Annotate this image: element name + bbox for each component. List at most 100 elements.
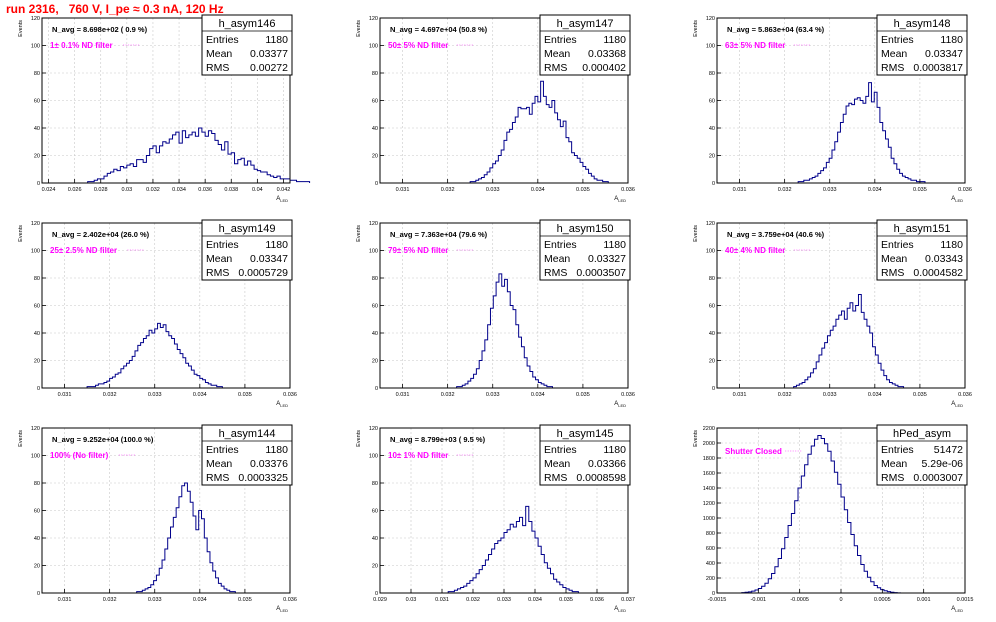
x-tick-label: 0.033 — [148, 392, 162, 398]
stats-label-mean: Mean — [881, 48, 907, 60]
x-axis-title-subscript: LED — [618, 198, 626, 203]
histogram-series-line — [456, 273, 553, 388]
stats-value-entries: 1180 — [940, 34, 963, 46]
x-tick-label: 0.035 — [238, 392, 252, 398]
x-tick-label: 0.034 — [193, 597, 207, 603]
y-tick-label: 40 — [709, 331, 715, 337]
stats-label-entries: Entries — [544, 444, 577, 456]
x-tick-label: 0.031 — [396, 187, 410, 193]
x-tick-label: 0.026 — [68, 187, 82, 193]
navg-label: N_avg = 9.252e+04 (100.0 %) — [52, 435, 154, 444]
stats-label-entries: Entries — [206, 34, 239, 46]
y-tick-label: 120 — [706, 221, 715, 227]
y-tick-label: 40 — [372, 331, 378, 337]
y-tick-label: 1200 — [703, 501, 715, 507]
stats-box — [876, 424, 968, 486]
y-axis-title: Events — [356, 20, 362, 37]
y-tick-label: 80 — [34, 276, 40, 282]
stats-label-entries: Entries — [544, 34, 577, 46]
y-tick-label: 400 — [706, 561, 715, 567]
y-tick-label: 40 — [34, 536, 40, 542]
stats-value-entries: 1180 — [940, 239, 963, 251]
x-tick-label: 0.0005 — [874, 597, 891, 603]
y-tick-label: 0 — [37, 181, 40, 187]
x-tick-label: 0.036 — [283, 597, 297, 603]
x-axis-title: ALED — [614, 401, 626, 408]
y-tick-label: 80 — [34, 71, 40, 77]
y-tick-label: 20 — [709, 154, 715, 160]
x-tick-label: 0.032 — [103, 597, 117, 603]
y-tick-label: 0 — [375, 386, 378, 392]
x-tick-label: 0.028 — [94, 187, 108, 193]
y-tick-label: 120 — [31, 221, 40, 227]
stats-label-mean: Mean — [206, 253, 232, 265]
stats-value-mean: 5.29e-06 — [922, 458, 964, 470]
filter-label: 50± 5% ND filter — [388, 41, 448, 50]
filter-label: 1± 0.1% ND filter — [50, 41, 113, 50]
y-tick-label: 80 — [372, 71, 378, 77]
y-axis-title: Events — [693, 20, 699, 37]
stats-label-rms: RMS — [544, 267, 567, 279]
x-axis-title: ALED — [614, 196, 626, 203]
y-tick-label: 1400 — [703, 486, 715, 492]
x-tick-label: 0.03 — [406, 597, 417, 603]
stats-label-entries: Entries — [544, 239, 577, 251]
stats-value-entries: 1180 — [265, 444, 288, 456]
y-tick-label: 80 — [709, 71, 715, 77]
y-axis-title: Events — [356, 225, 362, 242]
x-tick-label: 0.035 — [559, 597, 573, 603]
histogram-panel-h_asym145: 0.029 0.03 0.031 0.032 0.033 0.034 0.035 0.036 0… — [356, 424, 635, 613]
x-tick-label: 0.042 — [277, 187, 291, 193]
y-tick-label: 120 — [706, 16, 715, 22]
stats-value-mean: 0.03377 — [250, 48, 288, 60]
y-tick-label: 100 — [706, 44, 715, 50]
y-tick-label: 100 — [369, 454, 378, 460]
y-tick-label: 0 — [37, 591, 40, 597]
stats-label-entries: Entries — [206, 444, 239, 456]
x-tick-label: 0.034 — [172, 187, 186, 193]
x-tick-label: 0.036 — [283, 392, 297, 398]
x-axis-title-subscript: LED — [280, 608, 288, 613]
x-axis-title: ALED — [276, 196, 288, 203]
stats-label-mean: Mean — [881, 253, 907, 265]
y-tick-label: 60 — [372, 99, 378, 105]
stats-box — [201, 219, 293, 281]
histogram-series-line — [793, 294, 905, 388]
navg-label: N_avg = 5.863e+04 (63.4 %) — [727, 25, 825, 34]
stats-label-entries: Entries — [881, 444, 914, 456]
histogram-panel-h_asym150: 0.031 0.032 0.033 0.034 0.035 0.036 0 20 40 60 80 1… — [356, 219, 635, 408]
x-tick-label: -0.0015 — [708, 597, 727, 603]
x-tick-label: 0.034 — [531, 187, 545, 193]
stats-box — [539, 14, 631, 76]
y-tick-label: 40 — [372, 536, 378, 542]
x-tick-label: 0.032 — [778, 392, 792, 398]
x-tick-label: -0.001 — [751, 597, 767, 603]
stats-box — [539, 424, 631, 486]
x-tick-label: 0.033 — [823, 392, 837, 398]
y-tick-label: 60 — [34, 304, 40, 310]
x-axis-title: ALED — [951, 401, 963, 408]
x-tick-label: 0.038 — [224, 187, 238, 193]
x-tick-label: 0.0015 — [957, 597, 974, 603]
stats-label-mean: Mean — [544, 458, 570, 470]
x-tick-label: 0.033 — [823, 187, 837, 193]
x-tick-label: 0.031 — [396, 392, 410, 398]
x-tick-label: 0.032 — [441, 187, 455, 193]
x-tick-label: 0.001 — [917, 597, 931, 603]
y-tick-label: 40 — [34, 331, 40, 337]
x-axis-title-subscript: LED — [618, 608, 626, 613]
histogram-series-line — [87, 127, 311, 183]
stats-box — [201, 14, 293, 76]
y-tick-label: 0 — [712, 591, 715, 597]
y-axis-title: Events — [693, 225, 699, 242]
y-tick-label: 120 — [31, 16, 40, 22]
stats-value-rms: 0.00272 — [250, 62, 288, 74]
x-axis-title: ALED — [614, 606, 626, 613]
stats-box — [876, 219, 968, 281]
stats-label-mean: Mean — [881, 458, 907, 470]
histogram-panel-h_asym147: 0.031 0.032 0.033 0.034 0.035 0.036 0 20 40 60 80 1… — [356, 14, 635, 203]
stats-label-entries: Entries — [881, 34, 914, 46]
x-axis-title-subscript: LED — [280, 198, 288, 203]
x-tick-label: 0.033 — [486, 392, 500, 398]
